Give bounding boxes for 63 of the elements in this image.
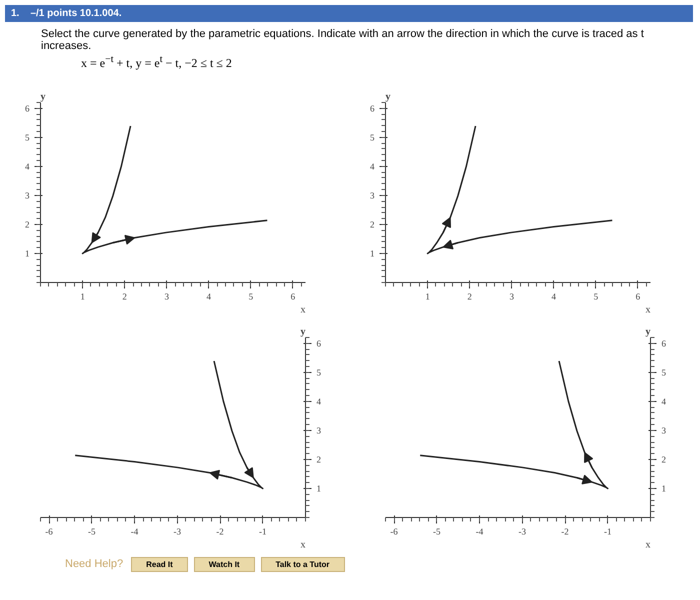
- x-tick-label: -2: [216, 526, 224, 536]
- text: 1. –/1 points 10.1.004.: [11, 8, 122, 19]
- x-tick-label: -6: [45, 526, 54, 536]
- y-tick-label: 3: [662, 425, 666, 436]
- y-tick-label: 6: [25, 103, 30, 114]
- x-tick-label: -3: [174, 526, 182, 536]
- y-tick-label: 5: [662, 367, 666, 378]
- x-tick-label: -5: [433, 526, 442, 536]
- x-tick-label: -1: [604, 526, 612, 536]
- y-tick-label: 4: [25, 161, 30, 172]
- y-tick-label: 3: [316, 425, 322, 436]
- y-tick-label: 6: [370, 103, 375, 114]
- x-axis-title: x: [646, 540, 650, 550]
- y-tick-label: 1: [25, 248, 30, 258]
- text: Need Help?: [65, 558, 124, 570]
- x-tick-label: -1: [259, 526, 267, 536]
- y-tick-label: 4: [662, 396, 666, 406]
- y-tick-label: 4: [370, 161, 375, 172]
- y-axis-title: y: [646, 326, 650, 338]
- y-tick-label: 6: [316, 338, 322, 348]
- y-tick-label: 3: [370, 190, 375, 200]
- x-tick-label: 5: [248, 292, 254, 302]
- x-tick-label: 4: [206, 292, 212, 302]
- x-tick-label: 1: [80, 292, 85, 302]
- y-tick-label: 2: [370, 219, 374, 230]
- y-tick-label: 1: [370, 248, 374, 258]
- x-tick-label: 2: [122, 292, 127, 302]
- text: Read It: [131, 557, 188, 572]
- x-axis-title: x: [300, 304, 306, 316]
- x-tick-label: -4: [130, 526, 139, 536]
- text: Select the curve generated by the parametric equations. Indicate with an arrow the direction in which the curve is traced as t increases.: [40, 27, 645, 54]
- y-axis-title: y: [40, 92, 46, 102]
- y-tick-label: 2: [662, 454, 666, 464]
- y-axis-title: y: [386, 92, 390, 102]
- y-tick-label: 4: [316, 396, 322, 406]
- text: Talk to a Tutor: [260, 557, 345, 572]
- y-tick-label: 2: [316, 454, 321, 464]
- x-tick-label: 2: [467, 292, 472, 302]
- y-tick-label: 1: [316, 483, 321, 494]
- y-tick-label: 5: [316, 367, 322, 378]
- x-axis-title: x: [300, 540, 306, 550]
- x-tick-label: 6: [636, 292, 641, 302]
- x-tick-label: 3: [164, 292, 170, 302]
- y-tick-label: 5: [370, 132, 375, 142]
- y-axis-title: y: [300, 326, 306, 338]
- x-tick-label: -4: [476, 526, 484, 536]
- x-tick-label: 5: [594, 292, 599, 302]
- y-tick-label: 1: [662, 483, 666, 494]
- x-tick-label: -3: [518, 526, 527, 536]
- x-tick-label: -6: [390, 526, 398, 536]
- y-tick-label: 2: [25, 219, 30, 230]
- y-tick-label: 6: [662, 338, 666, 348]
- x-tick-label: -5: [88, 526, 96, 536]
- x-tick-label: 3: [509, 292, 514, 302]
- chart-subtitle: x = e$^{−t}$ + t, y = e$^{t}$ − t, −2 ≤ t ≤ 2: [80, 54, 233, 71]
- y-tick-label: 5: [25, 132, 30, 142]
- x-axis-title: x: [646, 304, 650, 316]
- x-tick-label: 1: [425, 292, 430, 302]
- x-tick-label: 6: [290, 292, 296, 302]
- x-tick-label: 4: [552, 292, 557, 302]
- text: Watch It: [194, 557, 255, 572]
- y-tick-label: 3: [25, 190, 30, 200]
- x-tick-label: -2: [561, 526, 569, 536]
